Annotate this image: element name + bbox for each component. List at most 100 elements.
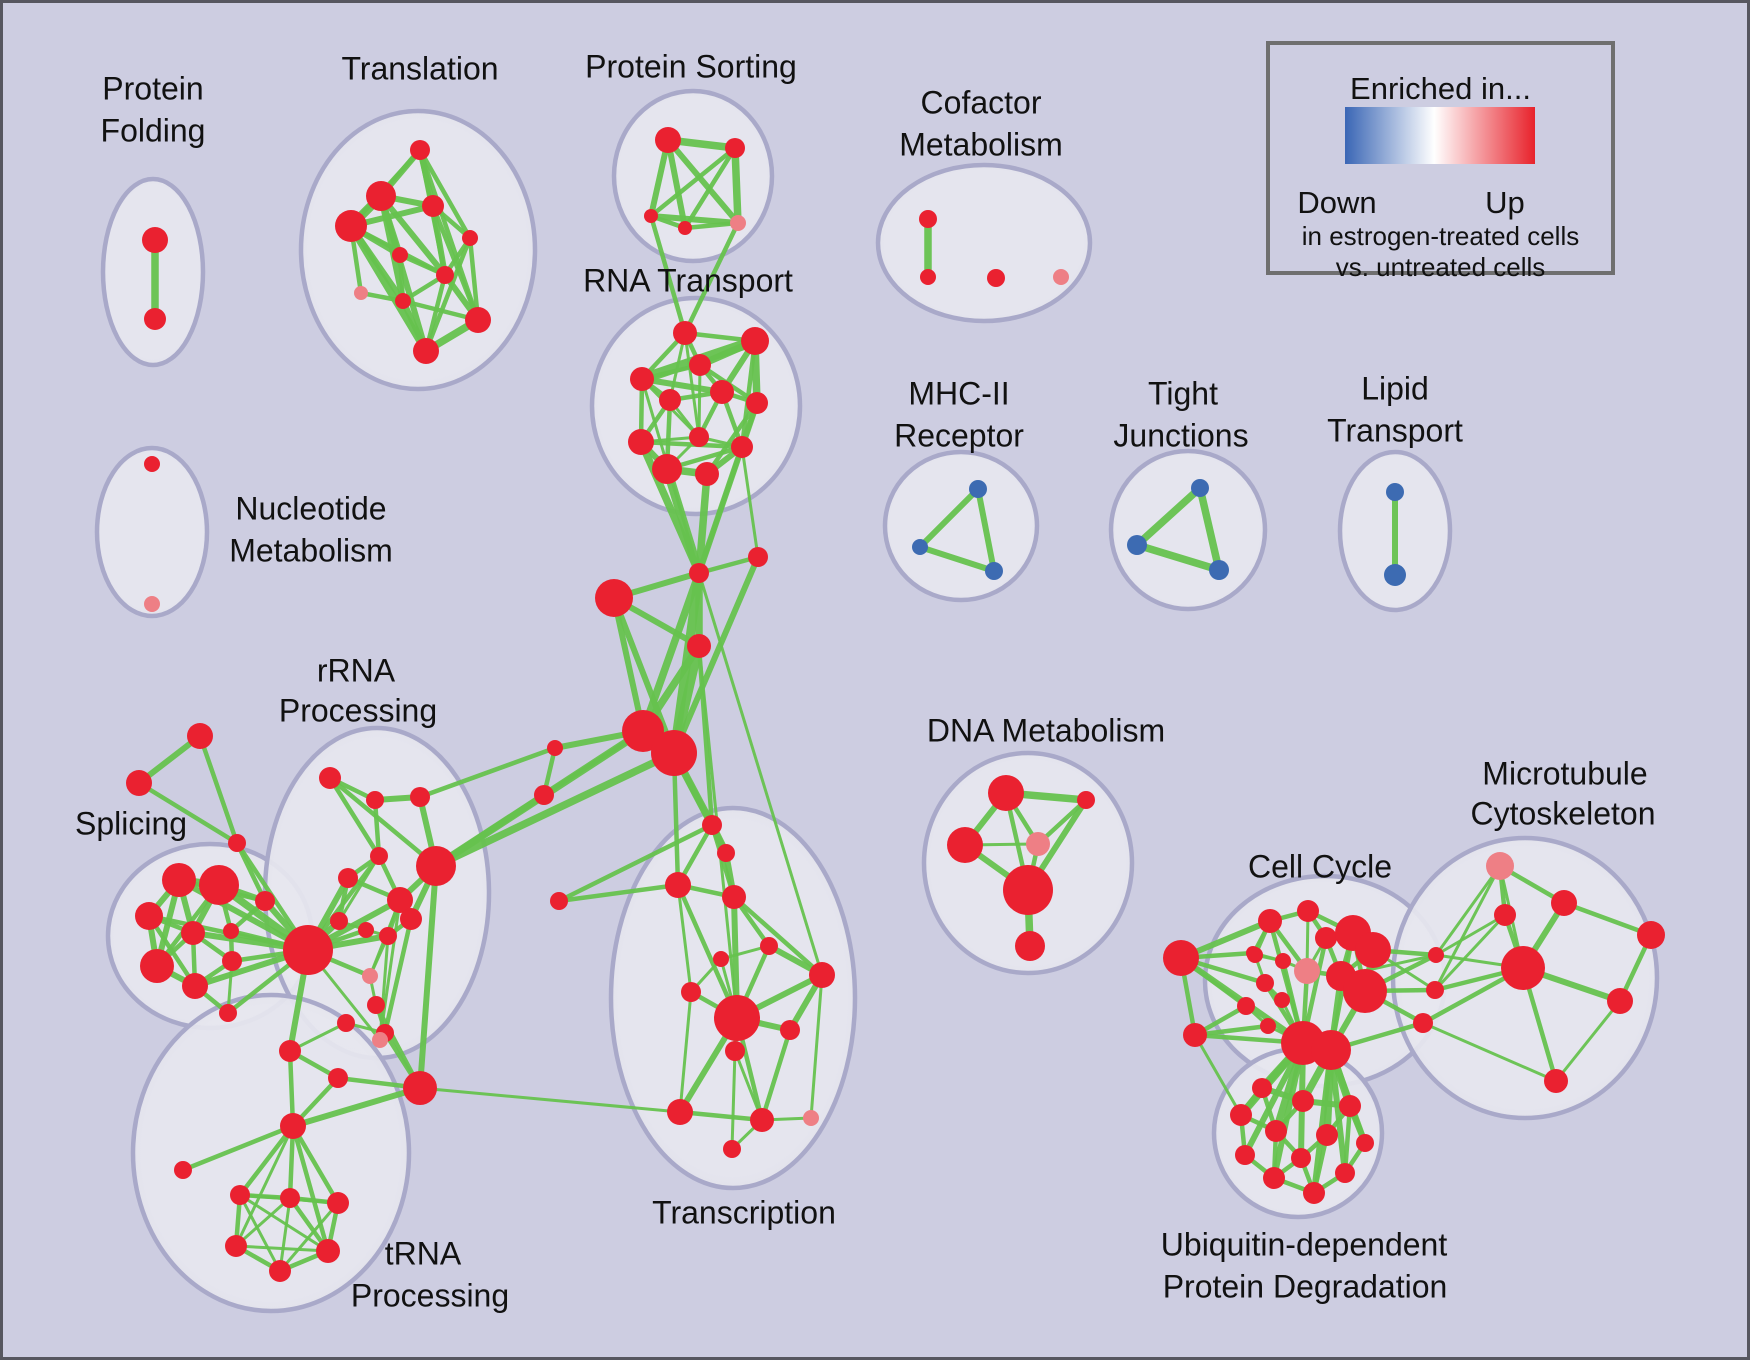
edge-141-143 [1554, 999, 1622, 1083]
network-node-79 [337, 1014, 355, 1032]
cluster-label-protein-folding-line2: Folding [101, 112, 206, 148]
edge-17-32 [682, 220, 741, 336]
edge-40-41 [638, 439, 745, 450]
network-node-18 [919, 210, 937, 228]
edge-96-100 [731, 894, 825, 978]
edge-14-15 [648, 145, 738, 219]
network-node-92 [269, 1260, 291, 1282]
network-node-59 [223, 923, 239, 939]
network-node-60 [255, 891, 275, 911]
network-node-123 [1247, 947, 1263, 963]
network-node-114 [1015, 931, 1045, 961]
network-node-52 [187, 723, 213, 749]
network-node-45 [748, 547, 768, 567]
edge-85-89 [290, 1123, 341, 1206]
network-node-55 [162, 863, 196, 897]
cluster-label-dna-metabolism-line1: DNA Metabolism [927, 712, 1165, 748]
network-node-118 [1258, 909, 1282, 933]
network-node-143 [1544, 1069, 1568, 1093]
network-node-85 [280, 1113, 306, 1139]
network-node-84 [372, 1032, 388, 1048]
network-node-11 [465, 307, 491, 333]
cluster-label-ubiquitin-degradation-line1: Ubiquitin-dependent [1161, 1226, 1448, 1262]
edge-13-16 [665, 137, 688, 231]
network-node-3 [366, 181, 396, 211]
edge-33-41 [739, 338, 758, 450]
cluster-label-rrna-processing-line2: Processing [279, 692, 437, 728]
network-node-149 [1316, 1124, 1338, 1146]
edge-15-17 [648, 213, 741, 226]
edge-83-85 [290, 1085, 423, 1129]
edge-69-74 [337, 854, 381, 923]
network-node-129 [1274, 992, 1290, 1008]
cluster-label-trna-processing-line1: tRNA [385, 1235, 462, 1271]
network-node-155 [1303, 1182, 1325, 1204]
network-node-98 [760, 937, 778, 955]
network-node-17 [730, 215, 746, 231]
edge-87-91 [238, 1193, 330, 1253]
cluster-ellipse-protein-sorting [611, 88, 775, 264]
network-node-40 [628, 429, 654, 455]
network-node-147 [1230, 1104, 1252, 1126]
network-node-10 [395, 293, 411, 309]
network-node-107 [803, 1110, 819, 1126]
network-node-46 [595, 579, 633, 617]
edge-27-28 [1133, 484, 1204, 549]
network-node-13 [655, 127, 681, 153]
network-node-124 [1275, 953, 1291, 969]
network-node-106 [750, 1108, 774, 1132]
network-node-94 [717, 844, 735, 862]
edge-88-92 [278, 1196, 292, 1273]
edge-14-16 [682, 145, 738, 231]
cluster-label-rna-transport-line1: RNA Transport [583, 262, 793, 298]
cluster-label-nucleotide-metabolism-line2: Metabolism [229, 532, 393, 568]
edge-105-106 [677, 1109, 765, 1123]
edge-133-153 [1328, 1047, 1348, 1176]
network-node-86 [174, 1161, 192, 1179]
edge-24-25 [917, 486, 981, 550]
network-node-130 [1237, 997, 1255, 1015]
edge-43-44 [695, 470, 711, 577]
network-node-51 [534, 785, 554, 805]
network-svg: Protein Folding Translation Protein Sorting… [75, 48, 1665, 1313]
network-node-82 [328, 1068, 348, 1088]
network-node-29 [1209, 560, 1229, 580]
network-node-93 [702, 815, 722, 835]
network-node-131 [1260, 1018, 1276, 1034]
network-node-64 [219, 1004, 237, 1022]
edge-146-153 [1342, 1103, 1353, 1176]
network-node-7 [392, 247, 408, 263]
network-node-83 [403, 1071, 437, 1105]
edge-46-49 [611, 595, 677, 756]
network-node-69 [370, 847, 388, 865]
network-node-66 [319, 767, 341, 789]
network-node-154 [1263, 1167, 1285, 1189]
network-node-135 [1426, 981, 1444, 999]
edge-85-86 [180, 1123, 296, 1173]
network-node-138 [1551, 890, 1577, 916]
network-node-48 [622, 710, 664, 752]
network-node-101 [681, 982, 701, 1002]
edge-3-8 [378, 193, 448, 278]
cluster-label-mhc-ii-receptor-line1: MHC-II [908, 375, 1009, 411]
network-node-75 [358, 922, 374, 938]
network-node-109 [988, 775, 1024, 811]
edge-134-139 [1434, 913, 1507, 957]
network-node-110 [1077, 791, 1095, 809]
edge-53-54 [136, 780, 240, 846]
cluster-label-protein-folding-line1: Protein [102, 70, 203, 106]
network-node-67 [366, 791, 384, 809]
edge-95-101 [676, 883, 693, 994]
network-node-0 [142, 227, 168, 253]
network-node-14 [725, 138, 745, 158]
edge-103-106 [759, 1027, 793, 1123]
network-node-28 [1127, 535, 1147, 555]
edge-6-12 [423, 235, 473, 354]
edge-66-72 [327, 775, 439, 869]
network-node-77 [362, 968, 378, 984]
legend-down-label: Down [1297, 185, 1377, 220]
network-node-2 [410, 140, 430, 160]
edge-3-12 [378, 193, 429, 354]
legend-subtitle-line2: vs. untreated cells [1335, 252, 1546, 282]
network-node-71 [387, 887, 413, 913]
